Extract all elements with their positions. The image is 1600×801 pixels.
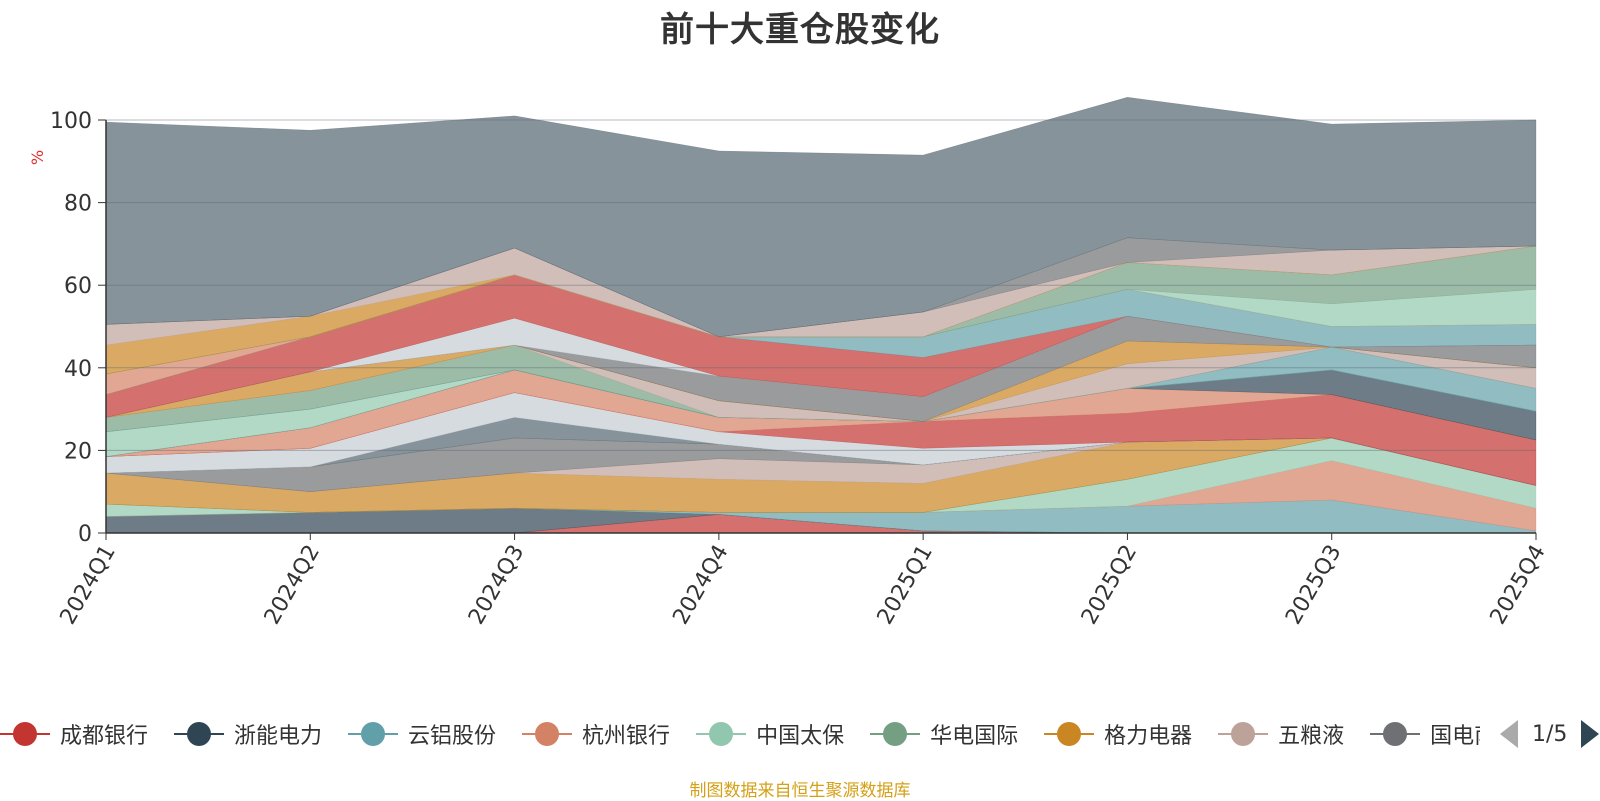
- legend-label: 浙能电力: [234, 724, 323, 749]
- x-tick-label: 2025Q2: [1077, 541, 1142, 629]
- legend-item[interactable]: 五粮液: [1218, 716, 1370, 752]
- y-tick-label: 60: [64, 274, 92, 299]
- x-tick-label: 2025Q4: [1486, 541, 1551, 629]
- legend-item[interactable]: 云铝股份: [348, 716, 522, 752]
- x-tick-label: 2024Q2: [260, 541, 325, 629]
- source-note: 制图数据来自恒生聚源数据库: [689, 781, 911, 801]
- legend-pager: 1/5: [1500, 718, 1600, 750]
- legend-marker-icon: [1044, 722, 1095, 746]
- y-tick-label: 40: [64, 357, 92, 382]
- y-tick-label: 20: [64, 439, 92, 464]
- legend-prev-page-icon[interactable]: [1500, 720, 1518, 748]
- legend-label: 五粮液: [1278, 724, 1345, 749]
- legend-item[interactable]: 国电南瑞: [1370, 716, 1480, 752]
- legend-marker-icon: [348, 722, 399, 746]
- area-series-30[interactable]: [105, 97, 1537, 338]
- y-tick-label: 0: [78, 522, 92, 547]
- grid-lines: [106, 119, 1536, 451]
- legend-item[interactable]: 华电国际: [870, 716, 1044, 752]
- legend-label: 中国太保: [756, 724, 845, 749]
- x-tick-label: 2024Q1: [56, 541, 121, 629]
- legend-next-page-icon[interactable]: [1581, 720, 1600, 748]
- legend-label: 云铝股份: [408, 724, 497, 749]
- legend-item[interactable]: 杭州银行: [522, 716, 696, 752]
- x-tick-label: 2024Q3: [464, 541, 529, 629]
- legend-label: 成都银行: [60, 724, 149, 749]
- x-tick-label: 2024Q4: [668, 541, 733, 629]
- x-tick-label: 2025Q3: [1281, 541, 1346, 629]
- legend-label: 格力电器: [1104, 724, 1193, 749]
- legend-marker-icon: [174, 722, 225, 746]
- legend-item[interactable]: 浙能电力: [174, 716, 348, 752]
- y-tick-label: 100: [50, 109, 92, 134]
- legend-marker-icon: [1370, 722, 1421, 746]
- legend-label: 国电南瑞: [1430, 724, 1480, 749]
- legend-marker-icon: [522, 722, 573, 746]
- legend-marker-icon: [1218, 722, 1269, 746]
- legend-marker-icon: [696, 722, 747, 746]
- legend-item[interactable]: 成都银行: [0, 716, 174, 752]
- legend-label: 华电国际: [930, 724, 1019, 749]
- legend-item[interactable]: 格力电器: [1044, 716, 1218, 752]
- legend-label: 杭州银行: [582, 724, 671, 749]
- legend-marker-icon: [0, 722, 50, 746]
- legend: 成都银行 浙能电力 云铝股份 杭州银行 中国太保 华电国际 格力电器 五粮液 国电南瑞: [0, 716, 1480, 752]
- legend-marker-icon: [870, 722, 921, 746]
- area-series-group: [105, 97, 1537, 534]
- legend-item[interactable]: 中国太保: [696, 716, 870, 752]
- y-tick-label: 80: [64, 192, 92, 217]
- x-tick-label: 2025Q1: [873, 541, 938, 629]
- legend-page-indicator: 1/5: [1532, 721, 1568, 747]
- chart-title: 前十大重仓股变化: [660, 10, 940, 50]
